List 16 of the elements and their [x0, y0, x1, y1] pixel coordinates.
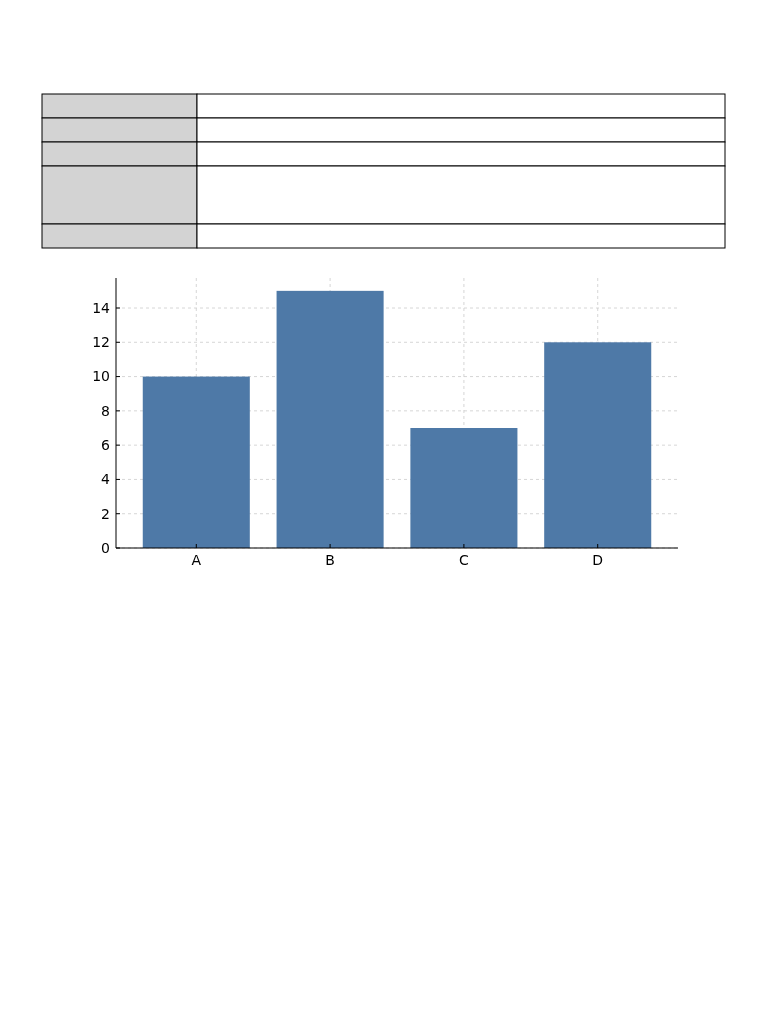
bar	[544, 342, 652, 548]
x-tick-label: D	[592, 552, 604, 568]
bar	[142, 376, 250, 548]
y-tick-label: 0	[101, 539, 110, 556]
y-tick-label: 12	[92, 334, 110, 351]
bar	[276, 290, 384, 548]
x-tick-label: B	[325, 552, 335, 568]
y-tick-label: 2	[101, 505, 110, 522]
y-tick-label: 10	[92, 368, 110, 385]
y-tick-label: 14	[92, 299, 111, 316]
bar	[410, 428, 518, 548]
y-tick-label: 6	[101, 437, 111, 454]
x-tick-label: C	[459, 552, 470, 568]
y-tick-label: 4	[101, 471, 111, 488]
x-tick-label: A	[191, 552, 202, 568]
y-tick-label: 8	[101, 402, 110, 419]
